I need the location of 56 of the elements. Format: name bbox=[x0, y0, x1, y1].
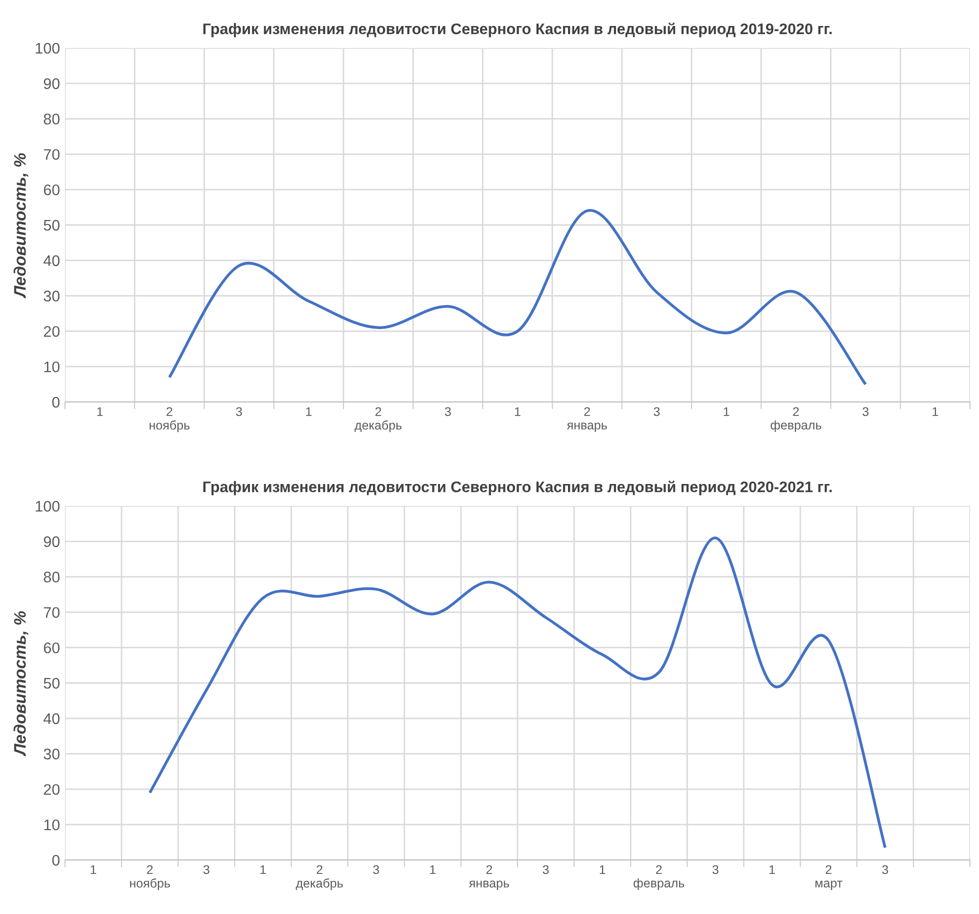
x-tick-label: 1 bbox=[932, 407, 938, 416]
x-tick-label: 1 bbox=[306, 407, 312, 416]
x-tick-label: 1 bbox=[90, 865, 96, 874]
y-tick-label: 100 bbox=[36, 500, 60, 512]
line-series bbox=[148, 536, 887, 849]
y-tick-label: 80 bbox=[44, 114, 60, 124]
x-tick-label: 2 декабрь bbox=[354, 407, 402, 432]
x-tick-label: 3 bbox=[444, 407, 451, 416]
y-tick-label: 0 bbox=[52, 854, 60, 866]
x-tick-label: 1 bbox=[600, 865, 606, 874]
x-tick-label: 1 bbox=[260, 865, 266, 874]
y-tick-label: 20 bbox=[44, 784, 60, 795]
x-tick-label: 2 январь bbox=[566, 407, 607, 432]
x-tick-label: 2 март bbox=[815, 865, 842, 890]
y-tick-label: 10 bbox=[44, 819, 60, 830]
chart-title: График изменения ледовитости Северного Каспия в ледовый период 2020-2021 гг. bbox=[203, 480, 832, 496]
y-tick-label: 60 bbox=[44, 184, 60, 196]
y-tick-label: 10 bbox=[44, 361, 60, 372]
y-tick-label: 50 bbox=[44, 220, 60, 231]
x-tick-label: 1 bbox=[430, 865, 436, 874]
y-tick-label: 30 bbox=[44, 748, 60, 760]
y-tick-label: 80 bbox=[44, 572, 60, 582]
x-tick-label: 3 bbox=[882, 865, 888, 874]
x-tick-label: 3 bbox=[542, 865, 549, 874]
y-tick-label: 30 bbox=[44, 290, 60, 302]
y-tick-label: 100 bbox=[36, 42, 60, 54]
x-tick-label: 3 bbox=[712, 865, 718, 874]
x-tick-label: 2 январь bbox=[469, 865, 509, 890]
line-series bbox=[168, 209, 867, 386]
x-tick-label: 2 ноябрь bbox=[130, 865, 170, 890]
x-tick-label: 1 bbox=[724, 407, 730, 416]
y-tick-label: 60 bbox=[44, 642, 60, 654]
y-axis-title: Ледовитость, % bbox=[14, 611, 28, 756]
y-tick-label: 20 bbox=[44, 326, 60, 337]
x-tick-label: 1 bbox=[514, 407, 520, 416]
y-tick-label: 90 bbox=[44, 78, 60, 90]
x-tick-label: 3 bbox=[654, 407, 660, 416]
x-tick-label: 3 bbox=[373, 865, 380, 874]
y-tick-label: 70 bbox=[44, 149, 60, 160]
x-tick-label: 3 bbox=[862, 407, 869, 416]
x-tick-label: 3 bbox=[236, 407, 242, 416]
x-tick-label: 2 февраль bbox=[634, 865, 684, 890]
x-tick-label: 2 ноябрь bbox=[150, 407, 190, 432]
chart-title: График изменения ледовитости Северного Каспия в ледовый период 2019-2020 гг. bbox=[203, 22, 832, 38]
y-tick-label: 0 bbox=[52, 396, 60, 408]
x-tick-label: 2 декабрь bbox=[296, 865, 343, 890]
x-tick-label: 3 bbox=[203, 865, 210, 874]
x-tick-label: 1 bbox=[97, 407, 103, 416]
y-axis-title: Ледовитость, % bbox=[14, 153, 28, 298]
x-tick-label: 1 bbox=[770, 865, 775, 874]
y-tick-label: 50 bbox=[44, 678, 60, 689]
y-tick-label: 40 bbox=[44, 713, 60, 724]
x-tick-label: 2 февраль bbox=[770, 407, 822, 432]
y-tick-label: 90 bbox=[44, 536, 60, 548]
y-tick-label: 70 bbox=[44, 607, 60, 618]
y-tick-label: 40 bbox=[44, 255, 60, 266]
